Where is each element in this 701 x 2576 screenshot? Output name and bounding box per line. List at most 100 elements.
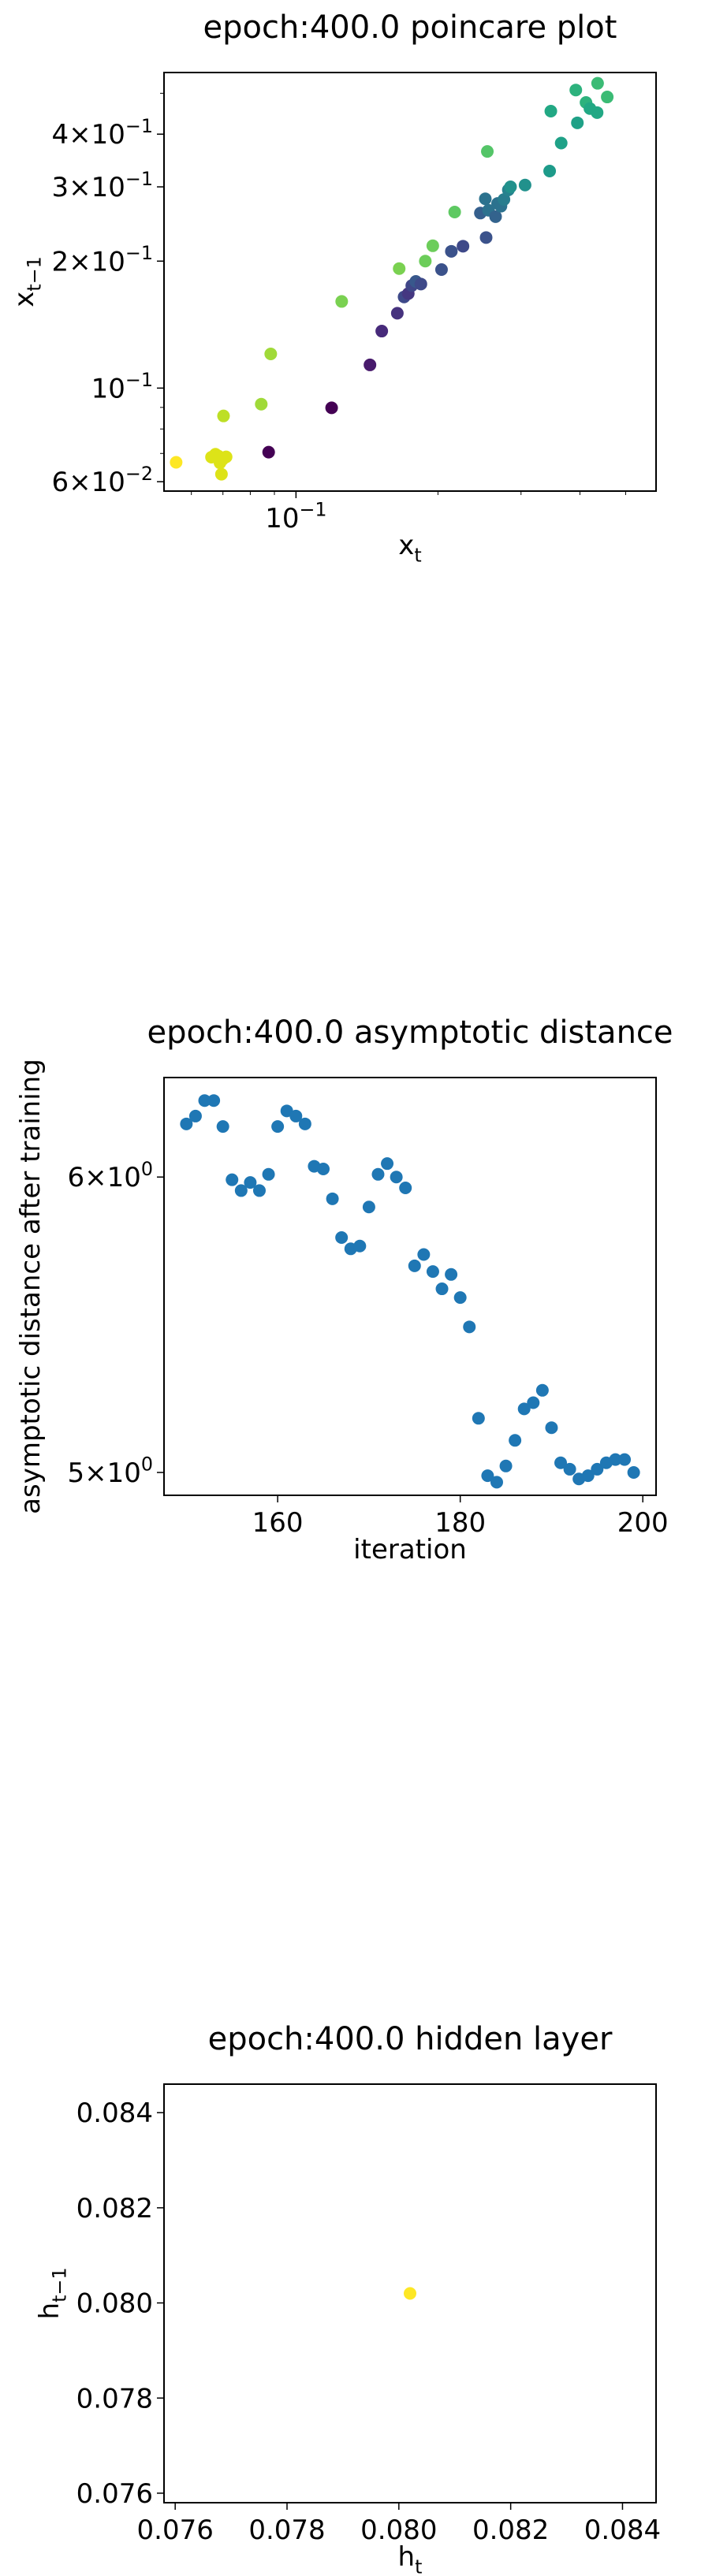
data-point [434, 262, 448, 276]
data-point [219, 450, 233, 463]
chart-title: epoch:400.0 hidden layer [208, 2021, 613, 2057]
x-axis-label: iteration [353, 1534, 467, 1565]
data-point [371, 1167, 385, 1181]
data-points [404, 2287, 416, 2300]
data-point [252, 1184, 266, 1197]
data-point [472, 1412, 485, 1425]
y-axis-label: asymptotic distance after training [15, 1059, 47, 1514]
data-point [216, 1120, 229, 1134]
data-point [601, 91, 614, 104]
y-tick-label: 6×100​ [67, 1158, 153, 1193]
chart-3: epoch:400.0 hidden layer 0.076 0.078 0.080 0… [34, 2021, 661, 2576]
data-point [518, 178, 531, 192]
data-point [571, 116, 584, 129]
plot-frame [163, 1077, 657, 1496]
data-point [618, 1453, 632, 1466]
y-tick-label: 4×10−1​ [52, 115, 153, 151]
data-point [317, 1162, 330, 1175]
data-point [544, 105, 557, 118]
data-point [479, 231, 493, 244]
data-point [180, 1117, 193, 1130]
data-point [481, 1469, 494, 1483]
data-point [364, 358, 377, 371]
plot-frame [163, 2083, 657, 2503]
y-tick-label: 0.084 [76, 2098, 153, 2129]
data-point [591, 106, 604, 119]
data-point [426, 239, 439, 252]
data-point [419, 255, 432, 268]
data-point [362, 1201, 375, 1214]
data-point [408, 1259, 421, 1272]
data-point [627, 1466, 640, 1480]
chart-2: epoch:400.0 asymptotic distance 160 180 200… [15, 1014, 673, 1565]
data-point [170, 456, 183, 469]
data-point [226, 1173, 239, 1186]
data-point [207, 1094, 221, 1107]
data-point [509, 1434, 522, 1447]
data-points [170, 76, 614, 481]
y-tick-label: 2×10−1​ [52, 242, 153, 277]
x-tick-label: 200 [617, 1507, 669, 1539]
y-tick-label: 5×100​ [67, 1454, 153, 1489]
y-axis-label: xt−1​ [9, 256, 46, 307]
data-point [554, 1456, 568, 1469]
data-point [262, 1167, 275, 1181]
data-point [527, 1396, 540, 1409]
y-tick-label: 3×10−1​ [52, 168, 153, 203]
data-point [445, 1268, 458, 1281]
data-point [414, 277, 427, 291]
x-tick-label: 0.082 [472, 2515, 549, 2546]
data-point [404, 2287, 416, 2300]
x-tick-label: 0.084 [584, 2515, 661, 2546]
data-point [581, 1469, 595, 1483]
data-point [381, 1157, 394, 1171]
data-point [326, 1192, 339, 1205]
y-tick-label: 0.078 [76, 2383, 153, 2414]
data-point [448, 205, 461, 218]
data-point [417, 1248, 431, 1261]
data-point [393, 262, 406, 275]
data-point [375, 325, 389, 338]
y-tick-label: 0.080 [76, 2288, 153, 2320]
x-tick-label: 0.076 [137, 2515, 214, 2546]
y-tick-label: 0.076 [76, 2478, 153, 2510]
data-point [435, 1282, 449, 1296]
data-point [289, 1109, 303, 1122]
data-point [298, 1117, 311, 1130]
data-point [591, 76, 604, 90]
data-point [426, 1265, 439, 1279]
y-axis-label: ht−1​ [34, 2268, 71, 2320]
x-tick-label: 160 [252, 1507, 304, 1539]
data-point [569, 84, 583, 97]
data-point [214, 467, 228, 481]
y-tick-label: 10−1​ [91, 369, 153, 404]
data-point [457, 240, 470, 253]
data-point [188, 1109, 202, 1122]
data-point [554, 136, 568, 150]
x-axis-label: ht​ [398, 2541, 423, 2576]
x-tick-label: 0.080 [360, 2515, 437, 2546]
data-point [234, 1184, 248, 1197]
y-tick-label: 6×10−2​ [52, 463, 153, 498]
data-point [280, 1104, 293, 1118]
data-point [591, 1462, 604, 1476]
data-point [517, 1402, 531, 1416]
data-point [325, 401, 338, 415]
y-tick-label: 0.082 [76, 2193, 153, 2224]
data-point [271, 1120, 285, 1134]
data-point [490, 1476, 503, 1489]
plot-frame [163, 72, 657, 492]
data-point [390, 307, 404, 320]
data-point [609, 1453, 622, 1466]
data-point [499, 1459, 513, 1472]
data-point [390, 1171, 403, 1184]
data-point [545, 1421, 558, 1435]
x-tick-label: 10−1​ [265, 499, 326, 534]
data-point [535, 1383, 549, 1397]
data-point [481, 145, 494, 158]
data-point [335, 295, 349, 308]
data-point [453, 1291, 467, 1305]
x-tick-label: 0.078 [248, 2515, 325, 2546]
